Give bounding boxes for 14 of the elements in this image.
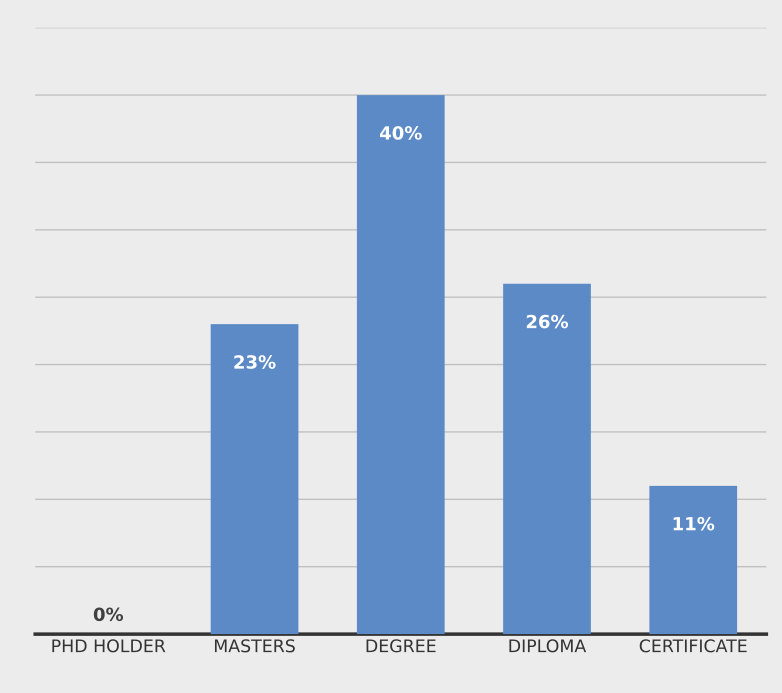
data-label: 23% [234,355,276,369]
x-tick-label: MASTERS [214,639,295,652]
bar [503,284,591,634]
x-tick-label: DEGREE [366,639,436,652]
bar [649,486,738,634]
x-tick-label: CERTIFICATE [640,639,747,652]
data-label: 0% [94,607,124,622]
data-label: 40% [380,126,422,140]
x-tick-label: DIPLOMA [509,639,586,652]
bar [210,324,298,634]
data-label: 11% [674,516,714,531]
x-tick-label: PHD HOLDER [52,639,166,652]
data-label: 26% [526,314,568,328]
bar [356,95,445,634]
